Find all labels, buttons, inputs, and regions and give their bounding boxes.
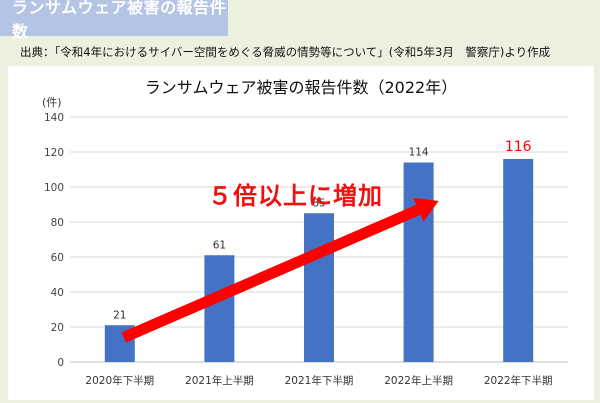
bar — [503, 159, 534, 362]
x-tick-label: 2020年下半期 — [85, 374, 154, 387]
y-tick-label: 100 — [44, 182, 64, 194]
bar — [304, 213, 334, 362]
x-tick-label: 2021年上半期 — [185, 374, 254, 387]
data-label: 21 — [113, 309, 126, 321]
source-citation: 出典：「令和4年におけるサイバー空間をめぐる脅威の情勢等について」(令和5年3月… — [20, 45, 551, 59]
y-tick-label: 20 — [51, 322, 64, 334]
x-tick-label: 2022年上半期 — [384, 374, 453, 387]
trend-arrow-shaft — [121, 204, 421, 343]
y-axis-unit-label: (件) — [42, 96, 62, 109]
y-tick-label: 120 — [44, 147, 64, 159]
y-tick-label: 60 — [51, 252, 64, 264]
increase-annotation: ５倍以上に増加 — [208, 182, 383, 210]
data-label: 116 — [505, 139, 532, 155]
bar — [204, 255, 235, 362]
data-label: 114 — [409, 147, 429, 159]
data-label: 61 — [213, 239, 226, 251]
header-title: ランサムウェア被害の報告件数 — [0, 0, 228, 41]
y-tick-label: 40 — [51, 287, 64, 299]
y-tick-label: 80 — [51, 217, 64, 229]
x-tick-label: 2021年下半期 — [285, 374, 354, 387]
bar — [403, 162, 434, 362]
trend-arrow-head — [413, 197, 439, 222]
bar-chart: (件) 0 20 40 60 80 100 120 140 21 2020年下半期 61 2021年上半… — [42, 96, 568, 387]
x-tick-label: 2022年下半期 — [484, 374, 553, 387]
y-tick-label: 140 — [44, 112, 64, 124]
chart-panel: ランサムウェア被害の報告件数（2022年） (件) 0 20 40 60 80 100 120… — [8, 66, 594, 400]
data-label: 85 — [312, 197, 325, 209]
y-tick-label: 0 — [57, 357, 64, 369]
chart-title: ランサムウェア被害の報告件数（2022年） — [144, 78, 458, 97]
